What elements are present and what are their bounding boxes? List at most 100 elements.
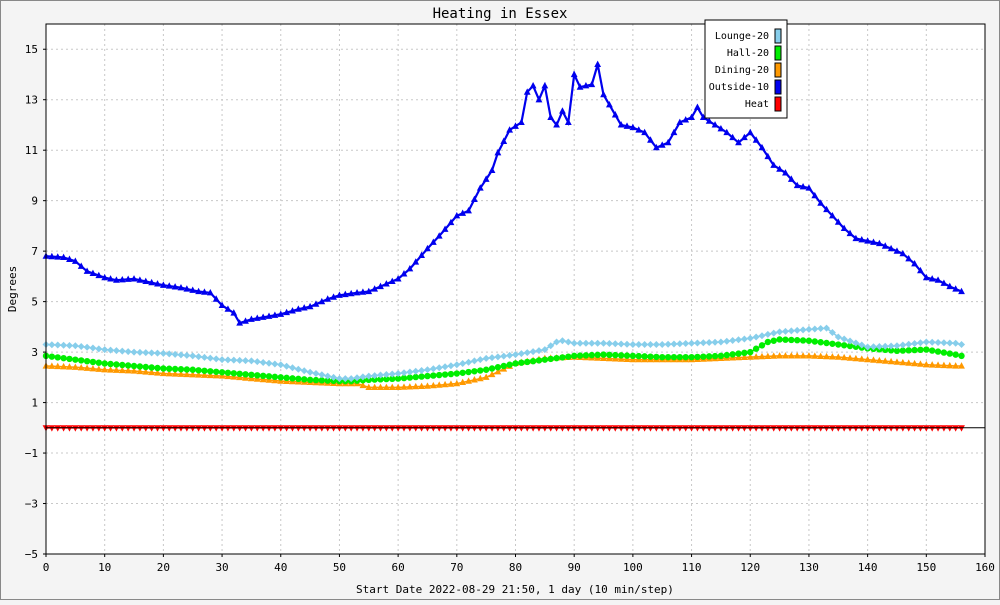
legend-swatch: [774, 28, 782, 44]
data-point-hall-20: [840, 342, 848, 349]
data-point-dining-20: [911, 359, 918, 367]
data-point-hall-20: [312, 376, 320, 384]
data-point-dining-20: [83, 364, 91, 371]
data-point-heat: [958, 425, 965, 432]
data-point-heat: [441, 425, 449, 432]
data-point-outside-10: [934, 276, 942, 283]
data-point-outside-10: [277, 310, 285, 317]
data-point-outside-10: [48, 252, 56, 260]
data-point-dining-20: [958, 362, 965, 369]
data-point-heat: [576, 425, 584, 432]
data-point-hall-20: [254, 372, 261, 379]
data-point-hall-20: [441, 371, 449, 378]
data-point-lounge-20: [588, 339, 596, 347]
data-point-lounge-20: [476, 356, 484, 364]
data-point-outside-10: [341, 290, 349, 298]
data-point-dining-20: [829, 353, 836, 360]
data-point-hall-20: [518, 359, 525, 366]
data-point-hall-20: [952, 351, 959, 358]
data-point-hall-20: [928, 347, 936, 354]
data-point-lounge-20: [682, 340, 690, 348]
data-point-dining-20: [412, 382, 420, 390]
data-point-lounge-20: [864, 343, 872, 351]
data-point-hall-20: [430, 372, 437, 379]
data-point-hall-20: [447, 370, 455, 378]
data-point-dining-20: [488, 370, 496, 378]
data-point-hall-20: [95, 359, 103, 366]
chart-title: Heating in Essex: [433, 6, 568, 22]
data-point-heat: [917, 425, 924, 432]
data-point-outside-10: [817, 199, 825, 206]
data-point-heat: [770, 425, 778, 432]
data-point-heat: [324, 425, 332, 432]
data-point-hall-20: [365, 376, 372, 384]
data-point-outside-10: [770, 161, 778, 168]
data-point-outside-10: [500, 137, 508, 144]
y-tick-label: 1: [31, 397, 38, 410]
data-point-outside-10: [629, 123, 637, 131]
data-point-lounge-20: [212, 355, 220, 363]
data-point-hall-20: [72, 356, 79, 363]
data-point-outside-10: [201, 288, 208, 295]
data-point-hall-20: [101, 360, 108, 367]
data-point-outside-10: [388, 277, 396, 285]
data-point-outside-10: [318, 297, 326, 305]
data-point-hall-20: [324, 377, 331, 384]
data-point-outside-10: [829, 212, 836, 219]
data-point-dining-20: [740, 353, 748, 360]
data-point-lounge-20: [570, 339, 578, 347]
data-point-heat: [271, 425, 279, 432]
data-point-outside-10: [159, 281, 167, 288]
data-point-outside-10: [658, 141, 666, 148]
data-point-heat: [400, 425, 408, 432]
data-point-hall-20: [119, 361, 126, 369]
data-point-outside-10: [840, 224, 848, 232]
data-point-hall-20: [177, 366, 185, 373]
data-point-outside-10: [248, 315, 255, 322]
data-point-heat: [588, 425, 596, 432]
data-point-lounge-20: [899, 341, 907, 349]
data-point-heat: [118, 425, 126, 432]
data-point-heat: [341, 425, 349, 432]
data-point-outside-10: [365, 287, 373, 295]
data-point-outside-10: [336, 291, 343, 298]
series-lounge-20: [42, 324, 966, 383]
data-point-hall-20: [817, 339, 824, 346]
data-point-heat: [623, 425, 631, 432]
data-point-hall-20: [201, 367, 208, 374]
data-point-lounge-20: [500, 352, 508, 360]
data-point-lounge-20: [136, 348, 144, 356]
data-point-lounge-20: [594, 339, 602, 347]
data-point-lounge-20: [447, 362, 455, 370]
data-point-lounge-20: [658, 341, 666, 349]
data-point-lounge-20: [382, 371, 390, 379]
data-point-heat: [641, 425, 649, 432]
x-tick-label: 70: [450, 561, 463, 574]
data-point-hall-20: [776, 336, 783, 343]
data-point-outside-10: [858, 235, 866, 243]
data-point-outside-10: [289, 307, 296, 314]
data-point-lounge-20: [740, 335, 748, 343]
data-point-heat: [664, 425, 672, 432]
data-point-heat: [911, 425, 918, 432]
data-point-dining-20: [787, 352, 795, 359]
data-point-outside-10: [694, 103, 701, 110]
data-point-lounge-20: [911, 340, 919, 348]
data-point-heat: [171, 425, 179, 432]
data-point-dining-20: [887, 357, 895, 365]
data-point-hall-20: [400, 374, 408, 382]
data-point-lounge-20: [576, 339, 584, 347]
data-point-lounge-20: [564, 338, 572, 346]
data-point-heat: [435, 425, 443, 432]
data-point-hall-20: [758, 342, 766, 349]
data-point-heat: [829, 425, 836, 432]
data-point-dining-20: [459, 378, 467, 385]
legend-swatch: [774, 62, 782, 78]
x-axis-label: Start Date 2022-08-29 21:50, 1 day (10 m…: [356, 583, 674, 596]
data-point-lounge-20: [259, 358, 267, 366]
data-point-lounge-20: [347, 375, 355, 383]
data-point-lounge-20: [423, 366, 431, 374]
data-point-lounge-20: [875, 343, 883, 351]
data-point-lounge-20: [200, 353, 208, 361]
data-point-hall-20: [747, 348, 754, 356]
